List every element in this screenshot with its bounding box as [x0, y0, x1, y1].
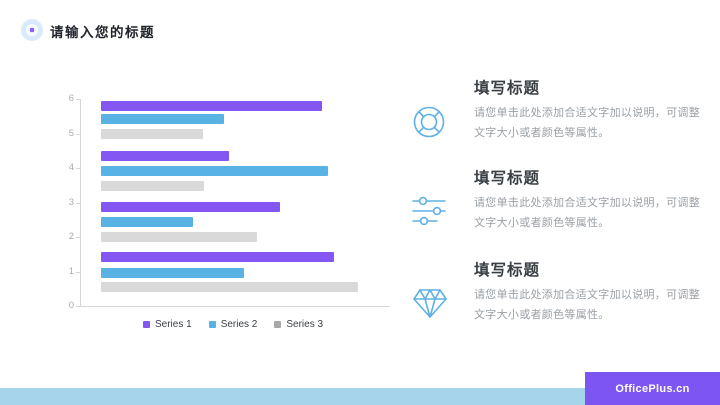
y-tick-label: 4: [68, 162, 74, 173]
legend-swatch: [274, 321, 282, 328]
y-axis-line: [80, 99, 81, 306]
section-title: 填写标题: [474, 262, 541, 279]
y-tick-label: 3: [68, 196, 74, 208]
bar-series1: [101, 202, 280, 212]
legend-label: Series 2: [220, 319, 258, 330]
section-3: 填写标题 请您单击此处添加合适文字加以说明，可调整文字大小或者颜色等属性。: [410, 258, 702, 342]
legend-label: Series 1: [155, 319, 192, 330]
y-tick-label: 2: [68, 231, 74, 242]
y-tick-label: 6: [68, 93, 74, 104]
bar-series1: [101, 101, 322, 111]
sliders-icon: [412, 195, 448, 231]
y-tick-label: 1: [68, 265, 74, 277]
y-tick-mark: [76, 237, 80, 238]
bar-series1: [101, 151, 229, 161]
bar-series2: [101, 268, 244, 278]
y-tick-mark: [76, 133, 80, 135]
section-title: 填写标题: [474, 80, 541, 97]
y-tick-mark: [76, 168, 80, 169]
y-tick-mark: [76, 306, 80, 307]
legend-label: Series 3: [286, 319, 324, 330]
y-tick-label: 5: [68, 127, 74, 139]
legend-item: Series 3: [274, 319, 323, 330]
bar-series3: [101, 282, 358, 292]
y-tick-label: 0: [68, 300, 74, 311]
x-axis-line: [80, 306, 390, 307]
bar-chart: 6 5 4 3 2 1 0 Series 1 Series 2 Series 3: [0, 0, 420, 340]
bar-series3: [101, 181, 204, 191]
chart-legend: Series 1 Series 2 Series 3: [143, 319, 323, 330]
legend-item: Series 1: [143, 319, 192, 330]
lifebuoy-icon: [412, 105, 448, 141]
bar-series2: [101, 166, 328, 176]
page-title: 请输入您的标题: [50, 25, 155, 40]
bar-series2: [101, 114, 224, 124]
footer-strip: [0, 388, 720, 405]
title-bullet-icon: [21, 19, 43, 41]
bar-series1: [101, 252, 334, 262]
brand-badge[interactable]: OfficePlus.cn: [585, 372, 720, 405]
section-title: 填写标题: [474, 170, 541, 187]
y-tick-mark: [76, 202, 80, 204]
diamond-icon: [412, 287, 448, 323]
bar-series3: [101, 232, 257, 242]
brand-label: OfficePlus.cn: [615, 382, 690, 395]
bar-series3: [101, 129, 203, 139]
section-2: 填写标题 请您单击此处添加合适文字加以说明，可调整文字大小或者颜色等属性。: [410, 166, 702, 250]
legend-swatch: [208, 321, 216, 328]
legend-item: Series 2: [208, 319, 258, 330]
section-1: 填写标题 请您单击此处添加合适文字加以说明，可调整文字大小或者颜色等属性。: [410, 76, 702, 160]
section-body: 请您单击此处添加合适文字加以说明，可调整文字大小或者颜色等属性。: [474, 107, 700, 139]
y-tick-mark: [76, 99, 80, 100]
legend-swatch: [143, 321, 150, 328]
bar-series2: [101, 217, 193, 227]
y-tick-mark: [76, 271, 80, 273]
section-body: 请您单击此处添加合适文字加以说明，可调整文字大小或者颜色等属性。: [474, 197, 700, 229]
section-body: 请您单击此处添加合适文字加以说明，可调整文字大小或者颜色等属性。: [474, 289, 700, 321]
